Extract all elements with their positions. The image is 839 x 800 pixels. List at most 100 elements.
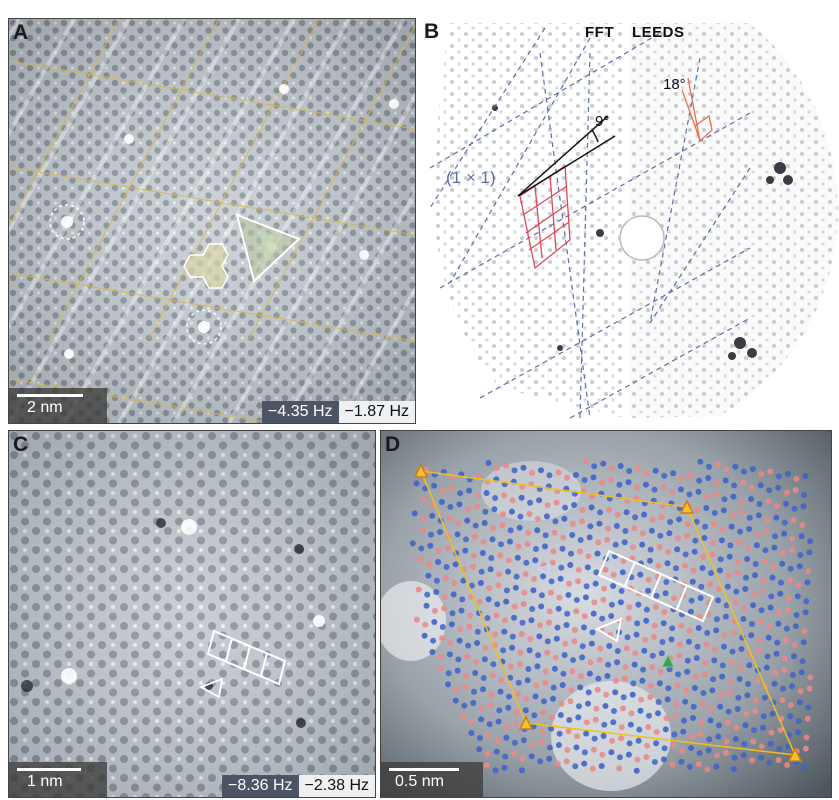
atom-dot xyxy=(697,458,704,465)
atom-dot xyxy=(748,484,755,491)
atom-dot xyxy=(564,747,571,753)
atom-dot xyxy=(478,716,485,723)
atom-dot xyxy=(768,729,775,736)
atom-dot xyxy=(484,762,490,769)
atom-dot xyxy=(682,687,689,694)
atom-dot xyxy=(597,645,604,652)
atom-dot xyxy=(548,714,555,721)
atom-dot xyxy=(754,678,761,685)
atom-dot xyxy=(532,693,539,700)
atom-dot xyxy=(723,738,730,745)
atom-dot xyxy=(508,508,515,515)
atom-dot xyxy=(632,514,639,521)
atom-dot xyxy=(577,673,584,680)
atom-dot xyxy=(761,694,768,701)
atom-dot xyxy=(476,746,483,753)
atom-dot xyxy=(513,709,520,716)
atom-dot xyxy=(695,761,702,768)
atom-dot xyxy=(541,698,547,705)
atom-dot xyxy=(504,723,511,730)
atom-dot xyxy=(426,561,433,568)
atom-dot xyxy=(472,533,478,540)
atom-dot xyxy=(529,742,536,749)
atom-dot xyxy=(581,760,588,767)
atom-dot xyxy=(497,552,504,559)
atom-dot xyxy=(647,682,654,689)
atom-dot xyxy=(544,638,551,645)
atom-dot xyxy=(506,693,512,700)
scale-bar-label: 2 nm xyxy=(27,399,63,416)
atom-dot xyxy=(776,745,783,752)
atom-dot xyxy=(512,584,519,591)
atom-dot xyxy=(453,686,460,693)
atom-dot xyxy=(548,578,555,585)
atom-dot xyxy=(760,577,767,584)
atom-dot xyxy=(649,652,656,659)
atom-dot xyxy=(585,553,592,560)
atom-dot xyxy=(559,682,566,688)
atom-dot xyxy=(613,523,620,529)
panel-label: A xyxy=(13,21,29,44)
atom-dot xyxy=(766,487,773,494)
atom-dot xyxy=(534,527,541,534)
atom-dot xyxy=(589,765,596,772)
atom-dot xyxy=(804,715,811,722)
atom-dot xyxy=(733,588,740,595)
unit-rectangles xyxy=(206,629,287,686)
atom-dot xyxy=(749,757,756,764)
atom-dot xyxy=(501,628,508,635)
atom-dot xyxy=(606,643,613,649)
atom-dot xyxy=(783,625,790,632)
atom-dot xyxy=(544,502,551,509)
atom-dot xyxy=(773,514,780,521)
atom-dot xyxy=(791,642,798,648)
atom-dot xyxy=(661,745,668,752)
atom-dot xyxy=(711,521,718,528)
atom-dot xyxy=(678,475,685,482)
atom-dot xyxy=(770,563,777,570)
atom-dot xyxy=(565,592,572,598)
atom-dot xyxy=(805,568,812,575)
atom-dot xyxy=(601,585,608,592)
atom-dot xyxy=(493,612,500,619)
atom-dot xyxy=(500,647,507,654)
atom-dot xyxy=(749,466,756,472)
atom-dot xyxy=(432,607,438,614)
atom-dot xyxy=(575,567,582,573)
atom-dot xyxy=(622,528,629,534)
atom-dot xyxy=(802,473,809,480)
atom-dot xyxy=(480,686,486,693)
atom-dot xyxy=(705,463,712,470)
atom-dot xyxy=(732,463,739,470)
atom-dot xyxy=(605,661,612,668)
atom-dot xyxy=(731,754,738,761)
atom-dot xyxy=(418,545,425,552)
atom-dot xyxy=(505,704,512,711)
atom-dot xyxy=(691,548,698,555)
atom-dot xyxy=(573,597,580,603)
atom-dot xyxy=(575,714,582,721)
atom-dot xyxy=(452,697,459,704)
panel-b-image xyxy=(429,18,838,422)
atom-dot xyxy=(457,626,464,633)
atom-dot xyxy=(772,669,779,676)
atom-dot xyxy=(466,623,473,630)
atom-dot xyxy=(538,739,545,746)
atom-dot xyxy=(569,520,576,527)
atom-dot xyxy=(438,499,445,505)
atom-dot xyxy=(557,575,564,582)
atom-dot xyxy=(481,656,488,663)
atom-dot xyxy=(766,759,773,766)
atom-dot xyxy=(763,664,770,671)
atom-dot xyxy=(616,765,623,772)
atom-dot xyxy=(479,550,486,556)
atom-dot xyxy=(734,569,741,576)
atom-dot xyxy=(542,532,549,539)
atom-dot xyxy=(514,554,521,561)
atom-dot xyxy=(640,666,647,673)
atom-dot xyxy=(553,635,560,642)
atom-dot xyxy=(645,724,652,730)
atom-dot xyxy=(725,572,732,579)
atom-dot xyxy=(715,597,722,604)
atom-dot xyxy=(511,614,517,621)
